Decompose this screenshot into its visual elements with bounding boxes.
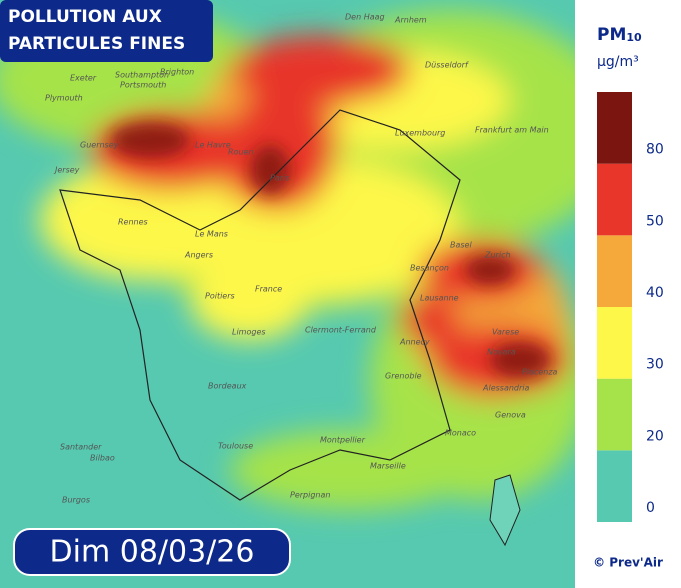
place-label: Bordeaux — [208, 382, 247, 391]
place-label: Rennes — [118, 218, 148, 227]
place-label: Düsseldorf — [425, 61, 469, 70]
title-line: PARTICULES FINES — [8, 34, 185, 54]
legend-band — [597, 307, 632, 379]
place-label: Alessandria — [482, 384, 530, 393]
title-box — [0, 0, 213, 62]
date: Dim 08/03/26 — [50, 535, 255, 570]
place-label: Grenoble — [385, 372, 422, 381]
place-label: Den Haag — [345, 13, 385, 22]
place-label: Lausanne — [420, 294, 459, 303]
place-label: Annecy — [399, 338, 430, 347]
legend-unit: µg/m³ — [597, 54, 639, 70]
place-label: Marseille — [370, 462, 406, 471]
place-label: Zurich — [484, 251, 511, 260]
legend-label: 0 — [646, 500, 655, 516]
place-label: Varese — [492, 328, 519, 337]
legend-label: 40 — [646, 285, 664, 301]
place-label: Limoges — [232, 328, 266, 337]
credit: © Prev'Air — [593, 556, 663, 570]
date-box — [13, 528, 291, 576]
place-label: Perpignan — [290, 491, 330, 500]
legend-band — [597, 92, 632, 164]
corsica — [489, 474, 521, 547]
pollution-peaks — [110, 122, 550, 378]
place-label: Arnhem — [394, 16, 427, 25]
place-label: Plymouth — [45, 94, 83, 103]
place-label: Southampton — [115, 71, 169, 80]
legend-title: PM10 — [597, 25, 642, 45]
legend-band — [597, 235, 632, 307]
place-label: Burgos — [62, 496, 90, 505]
place-label: Luxembourg — [395, 129, 445, 138]
place-label: Jersey — [53, 166, 80, 175]
pollutant: PM — [597, 25, 626, 45]
pollution-field — [0, 10, 620, 510]
place-label: Le Mans — [195, 230, 228, 239]
place-label: Rouen — [228, 148, 254, 157]
place-label: Clermont-Ferrand — [305, 326, 377, 335]
place-label: Portsmouth — [120, 81, 166, 90]
place-label: Angers — [184, 251, 213, 260]
legend-label: 20 — [646, 428, 664, 444]
place-label: Toulouse — [218, 442, 253, 451]
place-label: Besançon — [410, 264, 449, 273]
place-label: Bilbao — [90, 454, 115, 463]
place-label: Genova — [495, 411, 526, 420]
place-label: Monaco — [445, 429, 476, 438]
legend-band — [597, 163, 632, 236]
legend-label: 30 — [646, 357, 664, 373]
place-label: Paris — [270, 174, 289, 183]
place-label: Frankfurt am Main — [475, 126, 549, 135]
place-label: Le Havre — [195, 141, 231, 150]
legend-label: 80 — [646, 142, 664, 158]
place-label: France — [255, 285, 282, 294]
place-label: Santander — [60, 443, 102, 452]
place-label: Poitiers — [205, 292, 235, 301]
place-label: Basel — [450, 241, 472, 250]
title-line: POLLUTION AUX — [8, 7, 162, 27]
place-label: Montpellier — [320, 436, 366, 445]
place-label: Piacenza — [522, 368, 558, 377]
legend-band — [597, 378, 632, 451]
legend-band — [597, 450, 632, 522]
place-label: Novara — [487, 348, 516, 357]
place-label: Guernsey — [80, 141, 119, 150]
legend-label: 50 — [646, 213, 664, 229]
pollutant-sub: 10 — [626, 31, 642, 44]
place-label: Exeter — [70, 74, 97, 83]
place-label: Brighton — [160, 68, 194, 77]
france-border — [59, 109, 461, 501]
